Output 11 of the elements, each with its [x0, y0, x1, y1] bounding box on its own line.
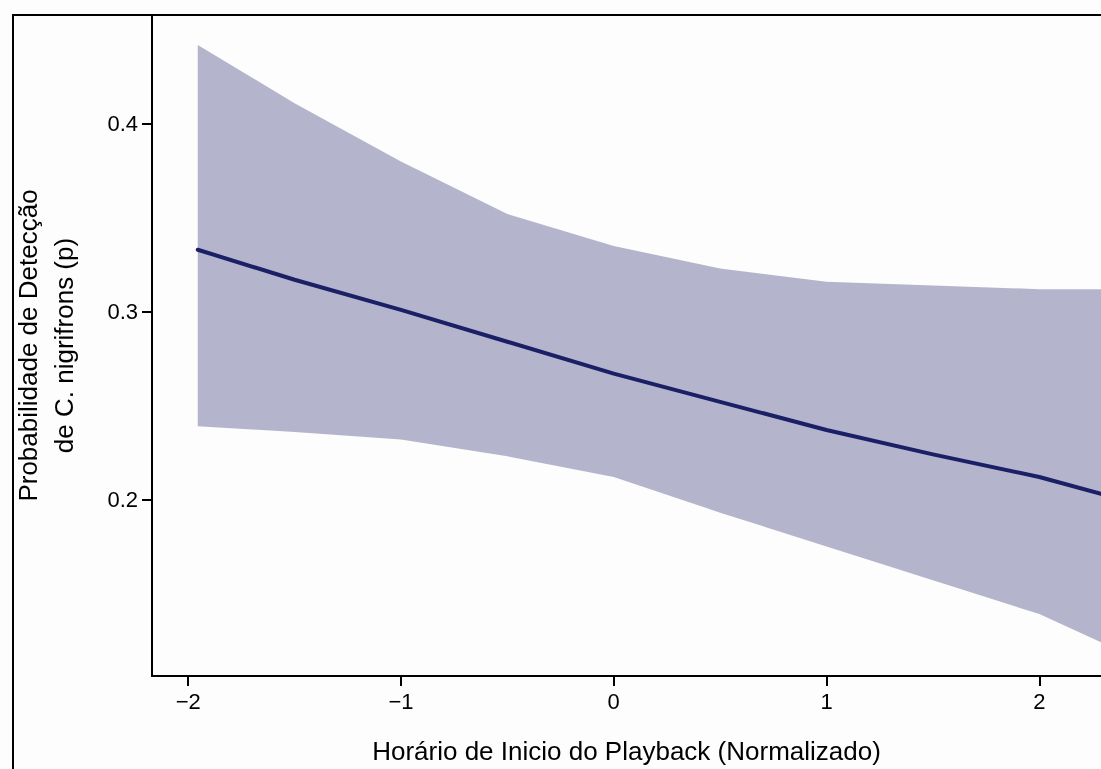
x-tick-label: 1 [820, 688, 833, 714]
line-series [195, 247, 1101, 496]
x-tick-label: 0 [607, 688, 620, 714]
x-tick-label: −1 [388, 688, 414, 714]
y-tick-label: 0.2 [107, 486, 138, 512]
x-axis-title: Horário de Inicio do Playback (Normalizado) [372, 736, 881, 766]
y-tick-label: 0.3 [107, 299, 138, 325]
y-tick-label: 0.4 [107, 111, 138, 137]
x-tick-label: −2 [175, 688, 201, 714]
x-tick-label: 2 [1033, 688, 1046, 714]
y-axis-title: Probabilidade de Detecção de C. nigrifrons (p) [13, 189, 79, 502]
